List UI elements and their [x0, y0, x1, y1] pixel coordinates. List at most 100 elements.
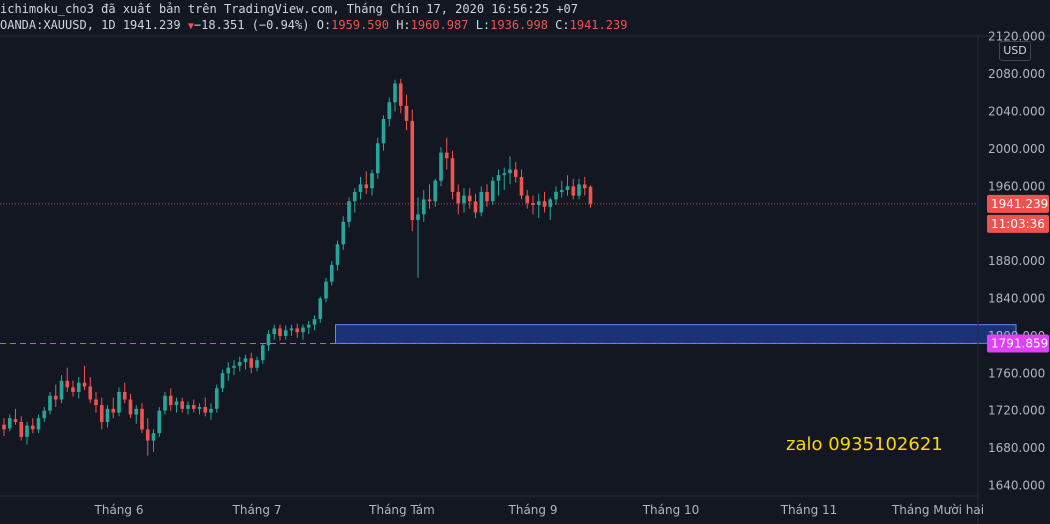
candle-body	[25, 425, 29, 437]
candle	[174, 397, 179, 413]
candle-body	[48, 395, 52, 411]
candle-body	[272, 328, 277, 335]
chart-header: ichimoku_cho3 đã xuất bản trên TradingVi…	[0, 0, 980, 36]
candle-body	[255, 360, 259, 368]
candle	[151, 429, 156, 452]
candle	[404, 94, 409, 131]
candle	[168, 388, 173, 411]
time-tick-label: Tháng 11	[780, 503, 838, 517]
change-value: −18.351 (−0.94%)	[193, 18, 310, 32]
candle-body	[36, 418, 41, 430]
candle	[30, 418, 35, 434]
candle-body	[536, 201, 541, 205]
candle	[128, 393, 133, 419]
candle	[416, 197, 420, 278]
candle	[186, 401, 190, 415]
candle	[531, 195, 535, 215]
candle	[111, 397, 116, 419]
candle-body	[203, 406, 208, 413]
candle-body	[329, 264, 334, 282]
candle-body	[2, 424, 6, 430]
candle	[99, 397, 104, 430]
candle-body	[94, 399, 98, 406]
price-tick-label: 2040.000	[988, 105, 1045, 119]
candle-body	[191, 405, 196, 409]
candle	[502, 167, 507, 191]
candle	[375, 137, 380, 179]
candle	[42, 406, 47, 422]
candle-body	[71, 387, 75, 392]
candle-body	[370, 173, 374, 189]
candle	[508, 156, 512, 185]
candle-body	[186, 405, 190, 409]
candle	[48, 392, 52, 415]
low-label: L:	[475, 18, 491, 32]
candle-body	[439, 152, 443, 181]
level-badge-text: 1791.859	[991, 337, 1048, 351]
candle-body	[105, 408, 110, 422]
candle-body	[393, 83, 397, 103]
candle	[513, 161, 518, 183]
level-layer	[0, 203, 978, 345]
low-value: 1936.998	[490, 18, 548, 32]
candle-body	[266, 334, 271, 346]
price-tick-label: 1640.000	[988, 479, 1045, 493]
candle-body	[88, 386, 93, 400]
candle-body	[358, 184, 363, 192]
candle-body	[122, 392, 127, 400]
candle-body	[197, 406, 202, 409]
candle	[209, 403, 213, 421]
candle	[559, 180, 564, 198]
candle	[341, 216, 346, 250]
candle-body	[174, 401, 179, 406]
candle	[444, 137, 449, 170]
support-zone-rect	[335, 324, 1017, 344]
candle-body	[295, 328, 300, 333]
candle-body	[542, 201, 547, 207]
candle	[548, 197, 553, 220]
last-price-badge-text: 1941.239	[991, 197, 1048, 211]
candle	[485, 184, 489, 207]
badges: 1941.239 11:03:36 1791.859	[987, 194, 1049, 353]
candle	[289, 324, 294, 336]
candle	[398, 78, 403, 114]
candle-body	[278, 328, 282, 336]
price-tick-label: 1760.000	[988, 366, 1045, 380]
candle-body	[456, 191, 461, 204]
candle	[473, 193, 478, 219]
candle-body	[301, 327, 305, 333]
time-tick-label: Tháng 6	[94, 503, 144, 517]
candle	[272, 324, 277, 340]
candle	[226, 362, 231, 381]
price-tick-label: 1680.000	[988, 441, 1045, 455]
candle-body	[433, 180, 438, 202]
ohlc-legend: OANDA:XAUUSD, 1D 1941.239 ▼−18.351 (−0.9…	[0, 17, 627, 35]
candle-body	[473, 201, 478, 213]
candle-body	[99, 405, 104, 422]
candle-body	[502, 173, 507, 176]
candle-body	[76, 382, 81, 392]
candle-body	[306, 324, 311, 328]
last-price-value: 1941.239	[122, 18, 181, 32]
close-label: C:	[555, 18, 570, 32]
candle	[232, 360, 236, 376]
candle-body	[531, 203, 535, 205]
candle-body	[13, 419, 18, 422]
candle	[588, 185, 593, 208]
candle-body	[145, 429, 150, 441]
currency-button[interactable]: USD	[999, 41, 1031, 61]
candle	[393, 79, 397, 112]
candle	[352, 188, 357, 213]
candle-body	[318, 298, 323, 320]
candle-body	[410, 120, 415, 220]
candle	[577, 178, 581, 200]
candle	[105, 405, 110, 428]
candle-body	[312, 319, 317, 325]
candle-body	[157, 410, 162, 434]
candle-body	[462, 195, 466, 204]
time-tick-label: Tháng 10	[642, 503, 700, 517]
candle	[283, 325, 288, 340]
candle-body	[283, 330, 288, 336]
symbol-label[interactable]: OANDA:XAUUSD, 1D	[0, 18, 116, 32]
